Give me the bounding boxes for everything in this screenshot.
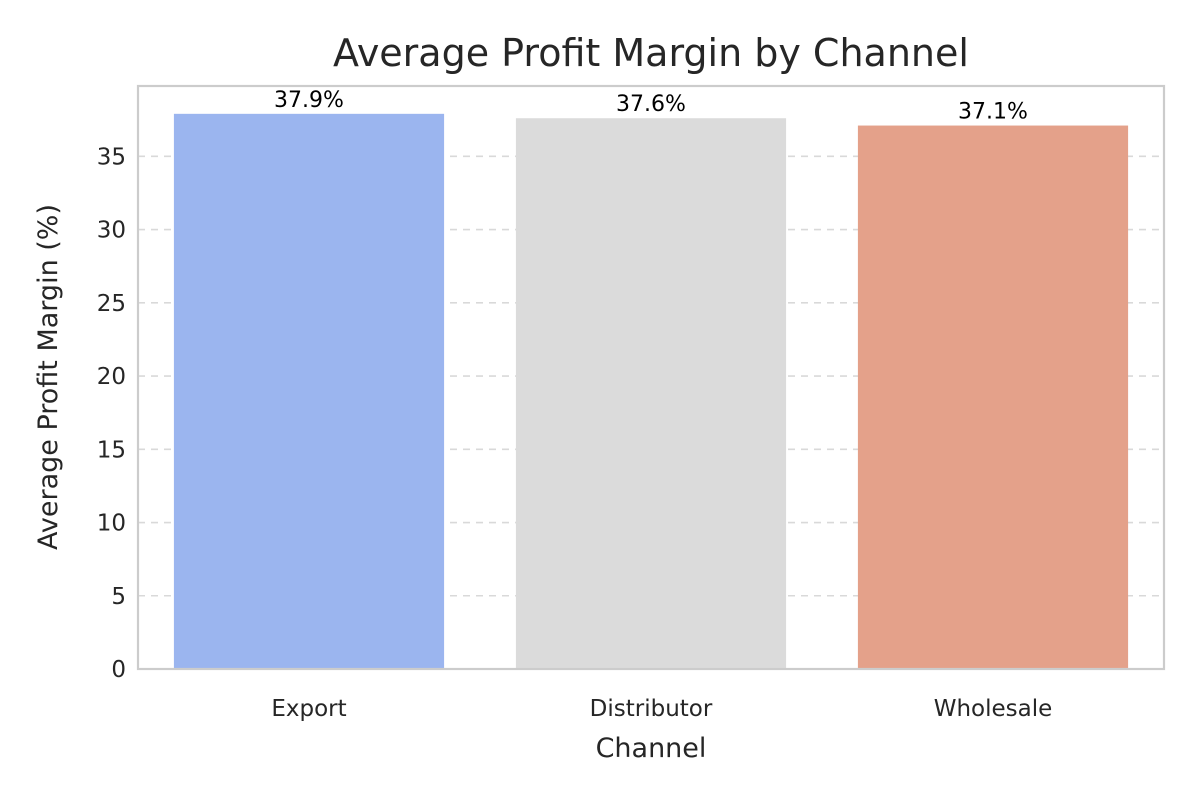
y-tick-label: 30 (97, 218, 126, 244)
x-tick-label: Wholesale (934, 696, 1053, 722)
y-tick-label: 25 (97, 291, 126, 317)
bar-wholesale (857, 125, 1129, 670)
y-tick-label: 20 (97, 364, 126, 390)
chart-title: Average Profit Margin by Channel (333, 31, 969, 75)
x-axis-ticks: Export Distributor Wholesale (271, 696, 1052, 722)
y-tick-label: 10 (97, 511, 126, 537)
bar-export (173, 113, 445, 669)
data-label: 37.1% (958, 100, 1028, 125)
x-axis-label: Channel (596, 733, 707, 764)
x-tick-label: Export (271, 696, 346, 722)
y-axis-ticks: 0 5 10 15 20 25 30 35 (97, 144, 126, 683)
x-tick-label: Distributor (590, 696, 713, 722)
y-tick-label: 15 (97, 437, 126, 463)
y-axis-label: Average Profit Margin (%) (33, 204, 64, 550)
bars (173, 113, 1129, 670)
bar-distributor (515, 118, 787, 669)
data-labels: 37.9% 37.6% 37.1% (274, 88, 1028, 125)
y-tick-label: 5 (111, 584, 126, 610)
plot-frame (136, 84, 1166, 671)
y-tick-label: 35 (97, 144, 126, 170)
data-label: 37.9% (274, 88, 344, 113)
y-tick-label: 0 (111, 657, 126, 683)
data-label: 37.6% (616, 92, 686, 117)
